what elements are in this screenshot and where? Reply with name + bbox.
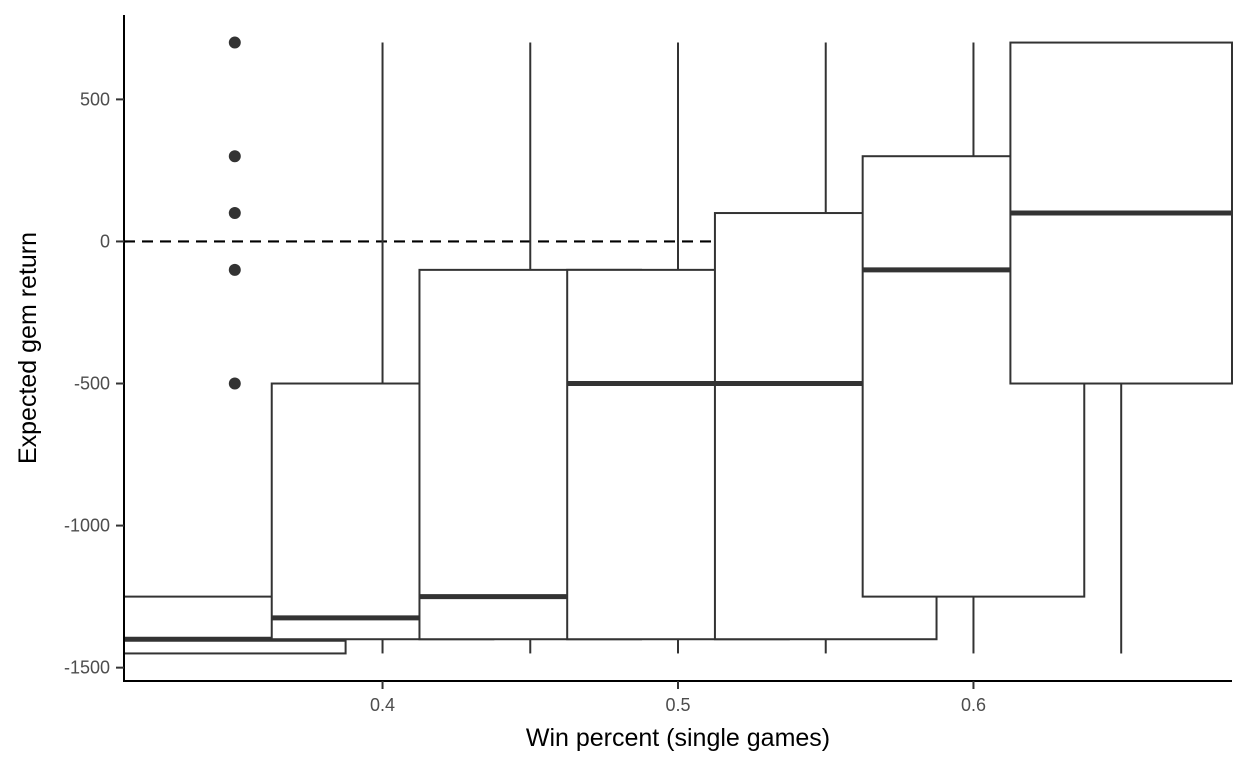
- y-tick-label: -1000: [64, 516, 110, 536]
- outlier-point: [228, 36, 241, 49]
- outlier-point: [228, 263, 241, 276]
- x-tick-label: 0.4: [370, 695, 395, 715]
- x-axis-title: Win percent (single games): [526, 724, 830, 752]
- outlier-point: [228, 377, 241, 390]
- outlier-point: [228, 150, 241, 163]
- y-tick-label: 500: [80, 89, 110, 109]
- y-tick-label: -1500: [64, 658, 110, 678]
- box-group-6: [1009, 41, 1234, 654]
- ticks: 0.4 0.5 0.6 -1500 -1000 -500 0 500: [64, 89, 986, 715]
- x-tick-label: 0.6: [961, 695, 986, 715]
- x-tick-label: 0.5: [665, 695, 690, 715]
- y-axis-title: Expected gem return: [14, 232, 42, 464]
- y-tick-label: 0: [100, 231, 110, 251]
- plot-area: [123, 36, 1234, 655]
- y-tick-label: -500: [74, 374, 110, 394]
- outlier-point: [228, 207, 241, 220]
